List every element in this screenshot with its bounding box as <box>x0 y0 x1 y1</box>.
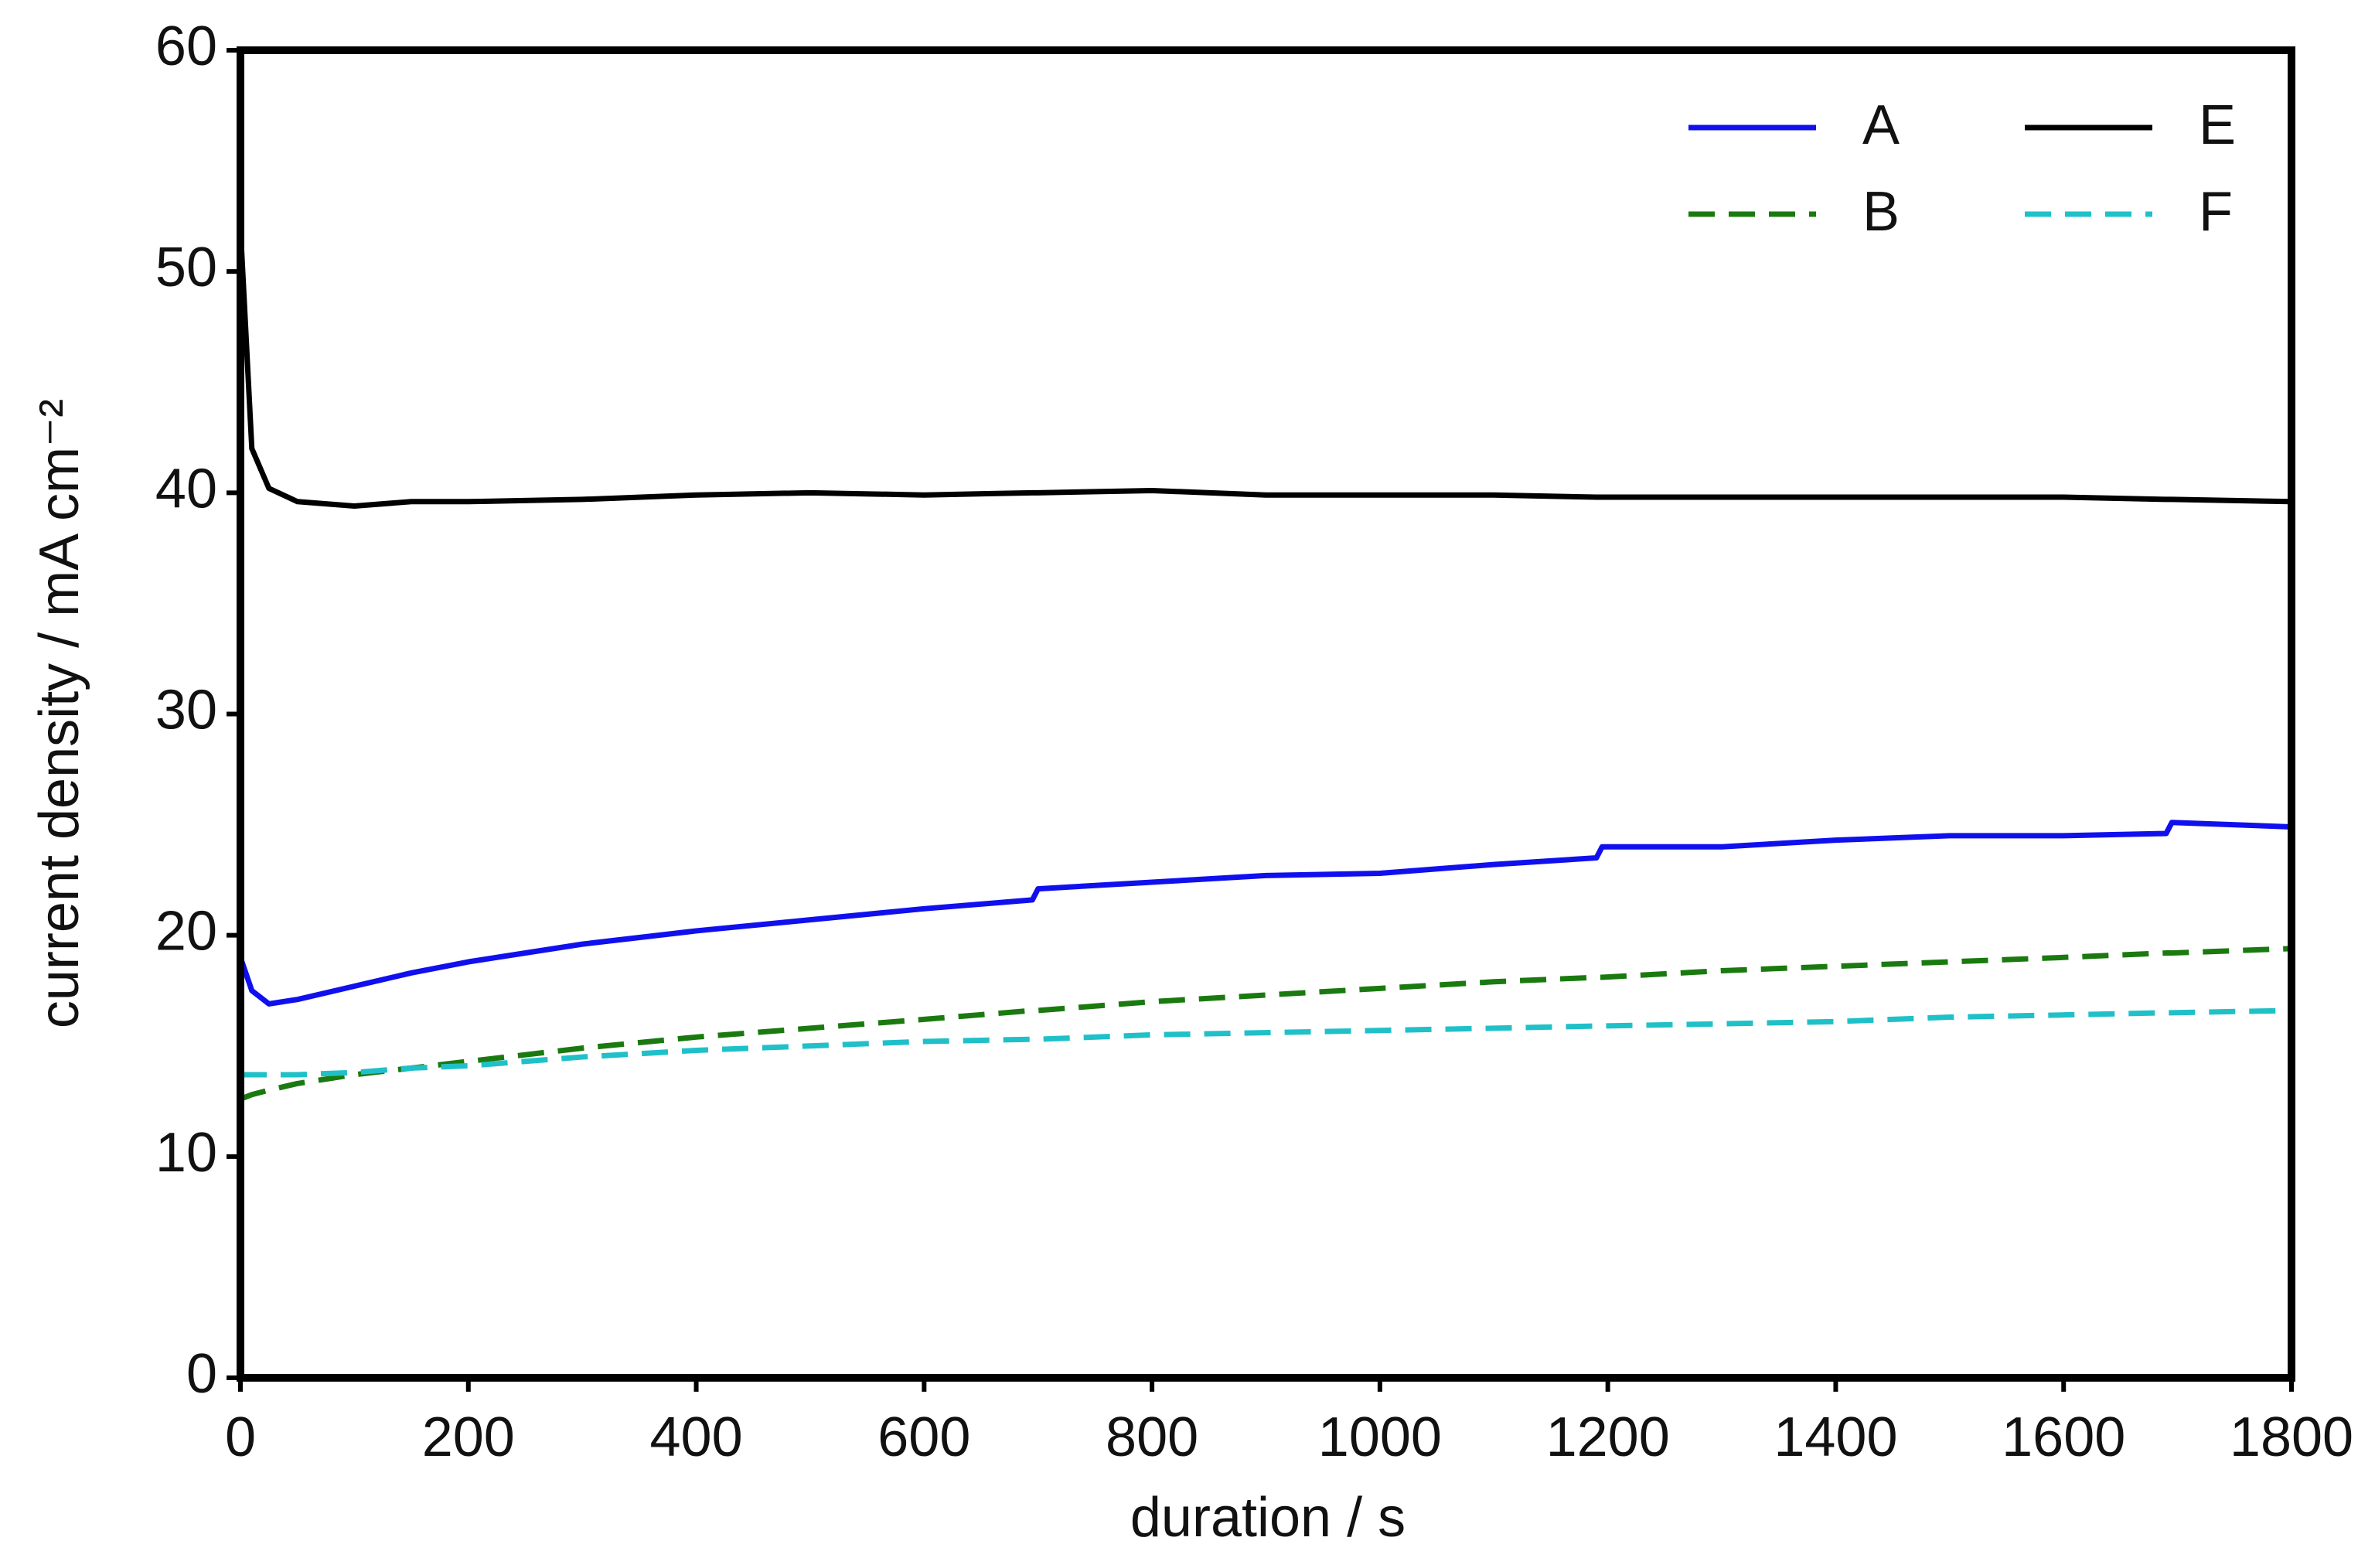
x-tick-label: 1200 <box>1546 1406 1670 1468</box>
x-axis-label: duration / s <box>1130 1487 1406 1549</box>
x-tick-label: 1800 <box>2230 1406 2353 1468</box>
x-tick-label: 200 <box>422 1406 515 1468</box>
y-axis-label: current density / mA cm⁻² <box>29 399 90 1028</box>
x-tick-label: 1600 <box>2002 1406 2125 1468</box>
plot-frame <box>237 46 2295 1382</box>
y-tick-label: 20 <box>155 901 217 963</box>
data-line <box>239 946 2292 1102</box>
x-tick-label: 1400 <box>1774 1406 1897 1468</box>
x-tick-label: 400 <box>649 1406 742 1468</box>
y-tick-label: 40 <box>155 458 217 520</box>
legend-label: F <box>2199 181 2233 243</box>
legend-label: E <box>2199 94 2236 156</box>
x-tick-label: 800 <box>1106 1406 1198 1468</box>
y-tick-label: 30 <box>155 680 217 741</box>
x-tick-label: 1000 <box>1318 1406 1442 1468</box>
y-tick-label: 0 <box>186 1343 217 1405</box>
x-tick-label: 0 <box>225 1406 256 1468</box>
y-tick-label: 60 <box>155 15 217 77</box>
legend-label: A <box>1862 94 1900 156</box>
y-tick-label: 50 <box>155 237 217 298</box>
y-tick-label: 10 <box>155 1122 217 1184</box>
legend-label: B <box>1862 181 1900 243</box>
data-line <box>240 1007 2292 1078</box>
x-tick-label: 600 <box>877 1406 970 1468</box>
data-line <box>237 820 2292 1007</box>
data-line <box>237 227 2292 510</box>
